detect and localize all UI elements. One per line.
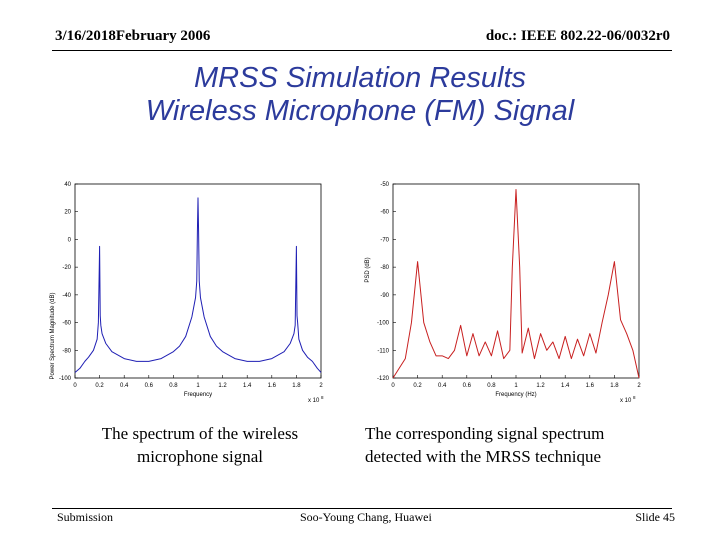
chart-left-y-tick-label: 0	[68, 237, 72, 243]
chart-right-x-tick-label: 1	[514, 383, 518, 389]
chart-left-y-tick-label: -80	[62, 348, 71, 354]
caption-right: The corresponding signal spectrum detect…	[365, 424, 605, 466]
header-rule	[52, 50, 672, 51]
chart-right-series-line	[392, 189, 640, 379]
chart-left-x-tick-label: 0	[73, 383, 77, 389]
chart-left-y-tick-label: -40	[62, 293, 71, 299]
chart-right-x-multiplier: x 10 8	[620, 395, 636, 404]
chart-right-x-tick-label: 1.6	[586, 383, 595, 389]
caption-left: The spectrum of the wireless microphone …	[101, 424, 299, 466]
chart-right-y-tick-label: -110	[377, 348, 389, 354]
chart-right-x-tick-label: 0.8	[487, 383, 496, 389]
chart-right-y-tick-label: -100	[377, 321, 390, 327]
chart-right-xlabel: Frequency (Hz)	[495, 392, 536, 398]
chart-left-xlabel: Frequency	[184, 392, 212, 398]
chart-right-y-tick-label: -80	[380, 265, 389, 271]
chart-right-x-tick-label: 0.4	[438, 383, 447, 389]
chart-left-x-tick-label: 0.4	[120, 383, 129, 389]
chart-right-x-tick-label: 2	[637, 383, 641, 389]
chart-left-x-tick-label: 2	[319, 383, 323, 389]
chart-right-y-tick-label: -70	[380, 237, 389, 243]
chart-right-plot-frame	[392, 183, 640, 379]
chart-left-y-tick-label: -100	[59, 376, 72, 382]
chart-left-x-tick-label: 1.2	[218, 383, 227, 389]
chart-right-x-tick-label: 1.2	[536, 383, 545, 389]
footer-slide-number: Slide 45	[635, 510, 675, 524]
chart-left-x-tick-label: 0.2	[95, 383, 104, 389]
header-doc-id: doc.: IEEE 802.22-06/0032r0	[485, 28, 670, 44]
chart-left-spectrum: Power Spectrum Magnitude (dB) Frequency …	[50, 182, 324, 404]
chart-right-x-tick-label: 0.2	[413, 383, 422, 389]
chart-right-y-tick-label: -120	[377, 376, 390, 382]
chart-left-series-line	[74, 197, 322, 373]
footer-submission: Submission	[57, 510, 114, 524]
slide-title: MRSS Simulation Results Wireless Microph…	[0, 62, 720, 128]
chart-left-x-tick-label: 0.6	[145, 383, 154, 389]
chart-left-x-tick-label: 1.4	[243, 383, 252, 389]
header-date: 3/16/2018February 2006	[55, 28, 211, 44]
chart-left-x-tick-label: 0.8	[169, 383, 178, 389]
chart-left-y-tick-label: -60	[62, 321, 71, 327]
chart-left-x-multiplier: x 10 8	[308, 395, 324, 404]
chart-right-x-tick-label: 0	[391, 383, 395, 389]
chart-left-x-tick-label: 1.6	[268, 383, 277, 389]
chart-right-mrss: PSD (dB) Frequency (Hz) x 10 8 0 0.2 0.4 0.…	[365, 182, 641, 404]
chart-right-x-tick-label: 0.6	[463, 383, 472, 389]
footer-rule	[52, 508, 672, 509]
chart-left-y-tick-label: -20	[62, 265, 71, 271]
slide-title-line-2: Wireless Microphone (FM) Signal	[145, 95, 575, 127]
slide-title-line-1: MRSS Simulation Results	[194, 62, 526, 94]
chart-left-x-tick-label: 1	[196, 383, 200, 389]
chart-left-x-tick-label: 1.8	[292, 383, 301, 389]
chart-right-x-tick-label: 1.4	[561, 383, 570, 389]
footer-author: Soo-Young Chang, Huawei	[300, 510, 432, 524]
chart-right-y-tick-label: -90	[380, 293, 389, 299]
chart-left-y-tick-label: 40	[64, 182, 71, 188]
chart-left-y-tick-label: 20	[64, 210, 71, 216]
chart-right-ylabel: PSD (dB)	[365, 257, 371, 282]
chart-right-y-tick-label: -50	[380, 182, 389, 188]
chart-right-y-tick-label: -60	[380, 210, 389, 216]
chart-left-ylabel: Power Spectrum Magnitude (dB)	[50, 292, 56, 379]
chart-right-x-tick-label: 1.8	[610, 383, 619, 389]
